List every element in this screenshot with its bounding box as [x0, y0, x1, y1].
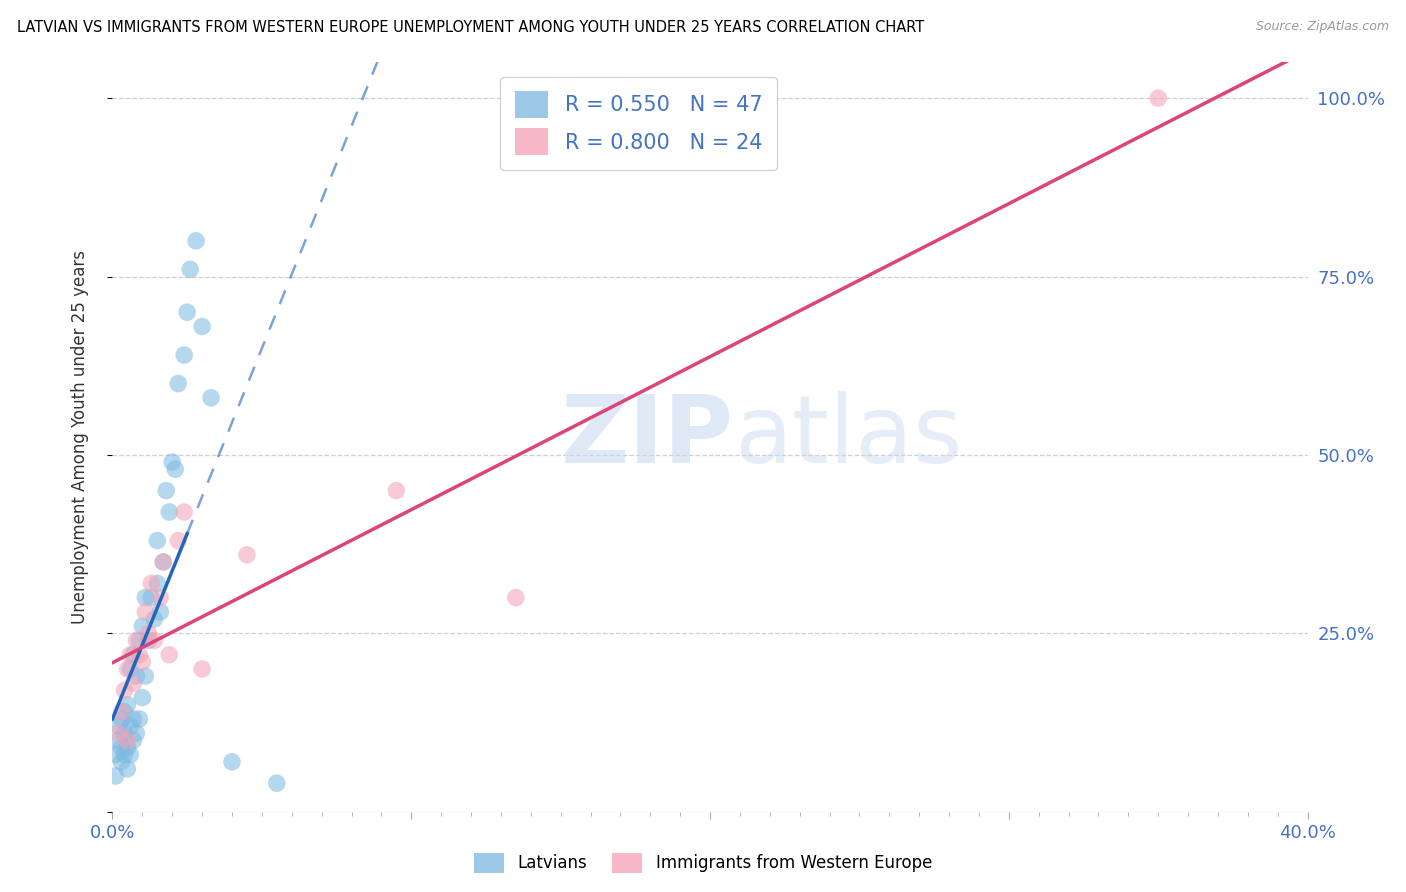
- Point: [146, 576, 169, 591]
- Point: [186, 234, 208, 248]
- Legend: R = 0.550   N = 47, R = 0.800   N = 24: R = 0.550 N = 47, R = 0.800 N = 24: [501, 77, 776, 169]
- Point: [110, 712, 132, 726]
- Point: [117, 662, 139, 676]
- Point: [134, 605, 156, 619]
- Legend: Latvians, Immigrants from Western Europe: Latvians, Immigrants from Western Europe: [467, 847, 939, 880]
- Point: [505, 591, 527, 605]
- Point: [162, 455, 183, 469]
- Point: [122, 712, 145, 726]
- Point: [221, 755, 243, 769]
- Point: [107, 719, 129, 733]
- Point: [120, 747, 142, 762]
- Point: [173, 505, 195, 519]
- Point: [117, 698, 139, 712]
- Point: [131, 690, 153, 705]
- Point: [157, 648, 180, 662]
- Point: [117, 762, 139, 776]
- Point: [114, 726, 135, 740]
- Point: [165, 462, 187, 476]
- Point: [173, 348, 195, 362]
- Point: [152, 555, 174, 569]
- Point: [125, 669, 148, 683]
- Point: [131, 619, 153, 633]
- Point: [122, 733, 145, 747]
- Point: [110, 705, 132, 719]
- Point: [143, 612, 166, 626]
- Point: [385, 483, 408, 498]
- Point: [107, 733, 129, 747]
- Point: [191, 662, 214, 676]
- Point: [1147, 91, 1170, 105]
- Point: [128, 648, 150, 662]
- Text: Source: ZipAtlas.com: Source: ZipAtlas.com: [1256, 20, 1389, 33]
- Point: [110, 740, 132, 755]
- Point: [134, 669, 156, 683]
- Point: [122, 676, 145, 690]
- Point: [138, 626, 160, 640]
- Point: [128, 633, 150, 648]
- Point: [176, 305, 198, 319]
- Point: [122, 648, 145, 662]
- Point: [141, 591, 163, 605]
- Point: [104, 747, 127, 762]
- Point: [152, 555, 174, 569]
- Point: [143, 633, 166, 648]
- Point: [138, 633, 160, 648]
- Point: [128, 712, 150, 726]
- Y-axis label: Unemployment Among Youth under 25 years: Unemployment Among Youth under 25 years: [70, 250, 89, 624]
- Point: [149, 605, 172, 619]
- Point: [179, 262, 201, 277]
- Point: [125, 633, 148, 648]
- Point: [120, 719, 142, 733]
- Text: ZIP: ZIP: [561, 391, 734, 483]
- Point: [117, 733, 139, 747]
- Point: [155, 483, 177, 498]
- Point: [125, 726, 148, 740]
- Point: [114, 683, 135, 698]
- Point: [104, 769, 127, 783]
- Point: [191, 319, 214, 334]
- Point: [120, 648, 142, 662]
- Point: [141, 576, 163, 591]
- Point: [110, 755, 132, 769]
- Point: [149, 591, 172, 605]
- Point: [117, 740, 139, 755]
- Point: [114, 705, 135, 719]
- Point: [167, 376, 190, 391]
- Point: [146, 533, 169, 548]
- Text: LATVIAN VS IMMIGRANTS FROM WESTERN EUROPE UNEMPLOYMENT AMONG YOUTH UNDER 25 YEAR: LATVIAN VS IMMIGRANTS FROM WESTERN EUROP…: [17, 20, 924, 35]
- Point: [107, 726, 129, 740]
- Point: [157, 505, 180, 519]
- Point: [236, 548, 259, 562]
- Text: atlas: atlas: [734, 391, 962, 483]
- Point: [200, 391, 222, 405]
- Point: [134, 591, 156, 605]
- Point: [266, 776, 288, 790]
- Point: [114, 747, 135, 762]
- Point: [120, 662, 142, 676]
- Point: [131, 655, 153, 669]
- Point: [167, 533, 190, 548]
